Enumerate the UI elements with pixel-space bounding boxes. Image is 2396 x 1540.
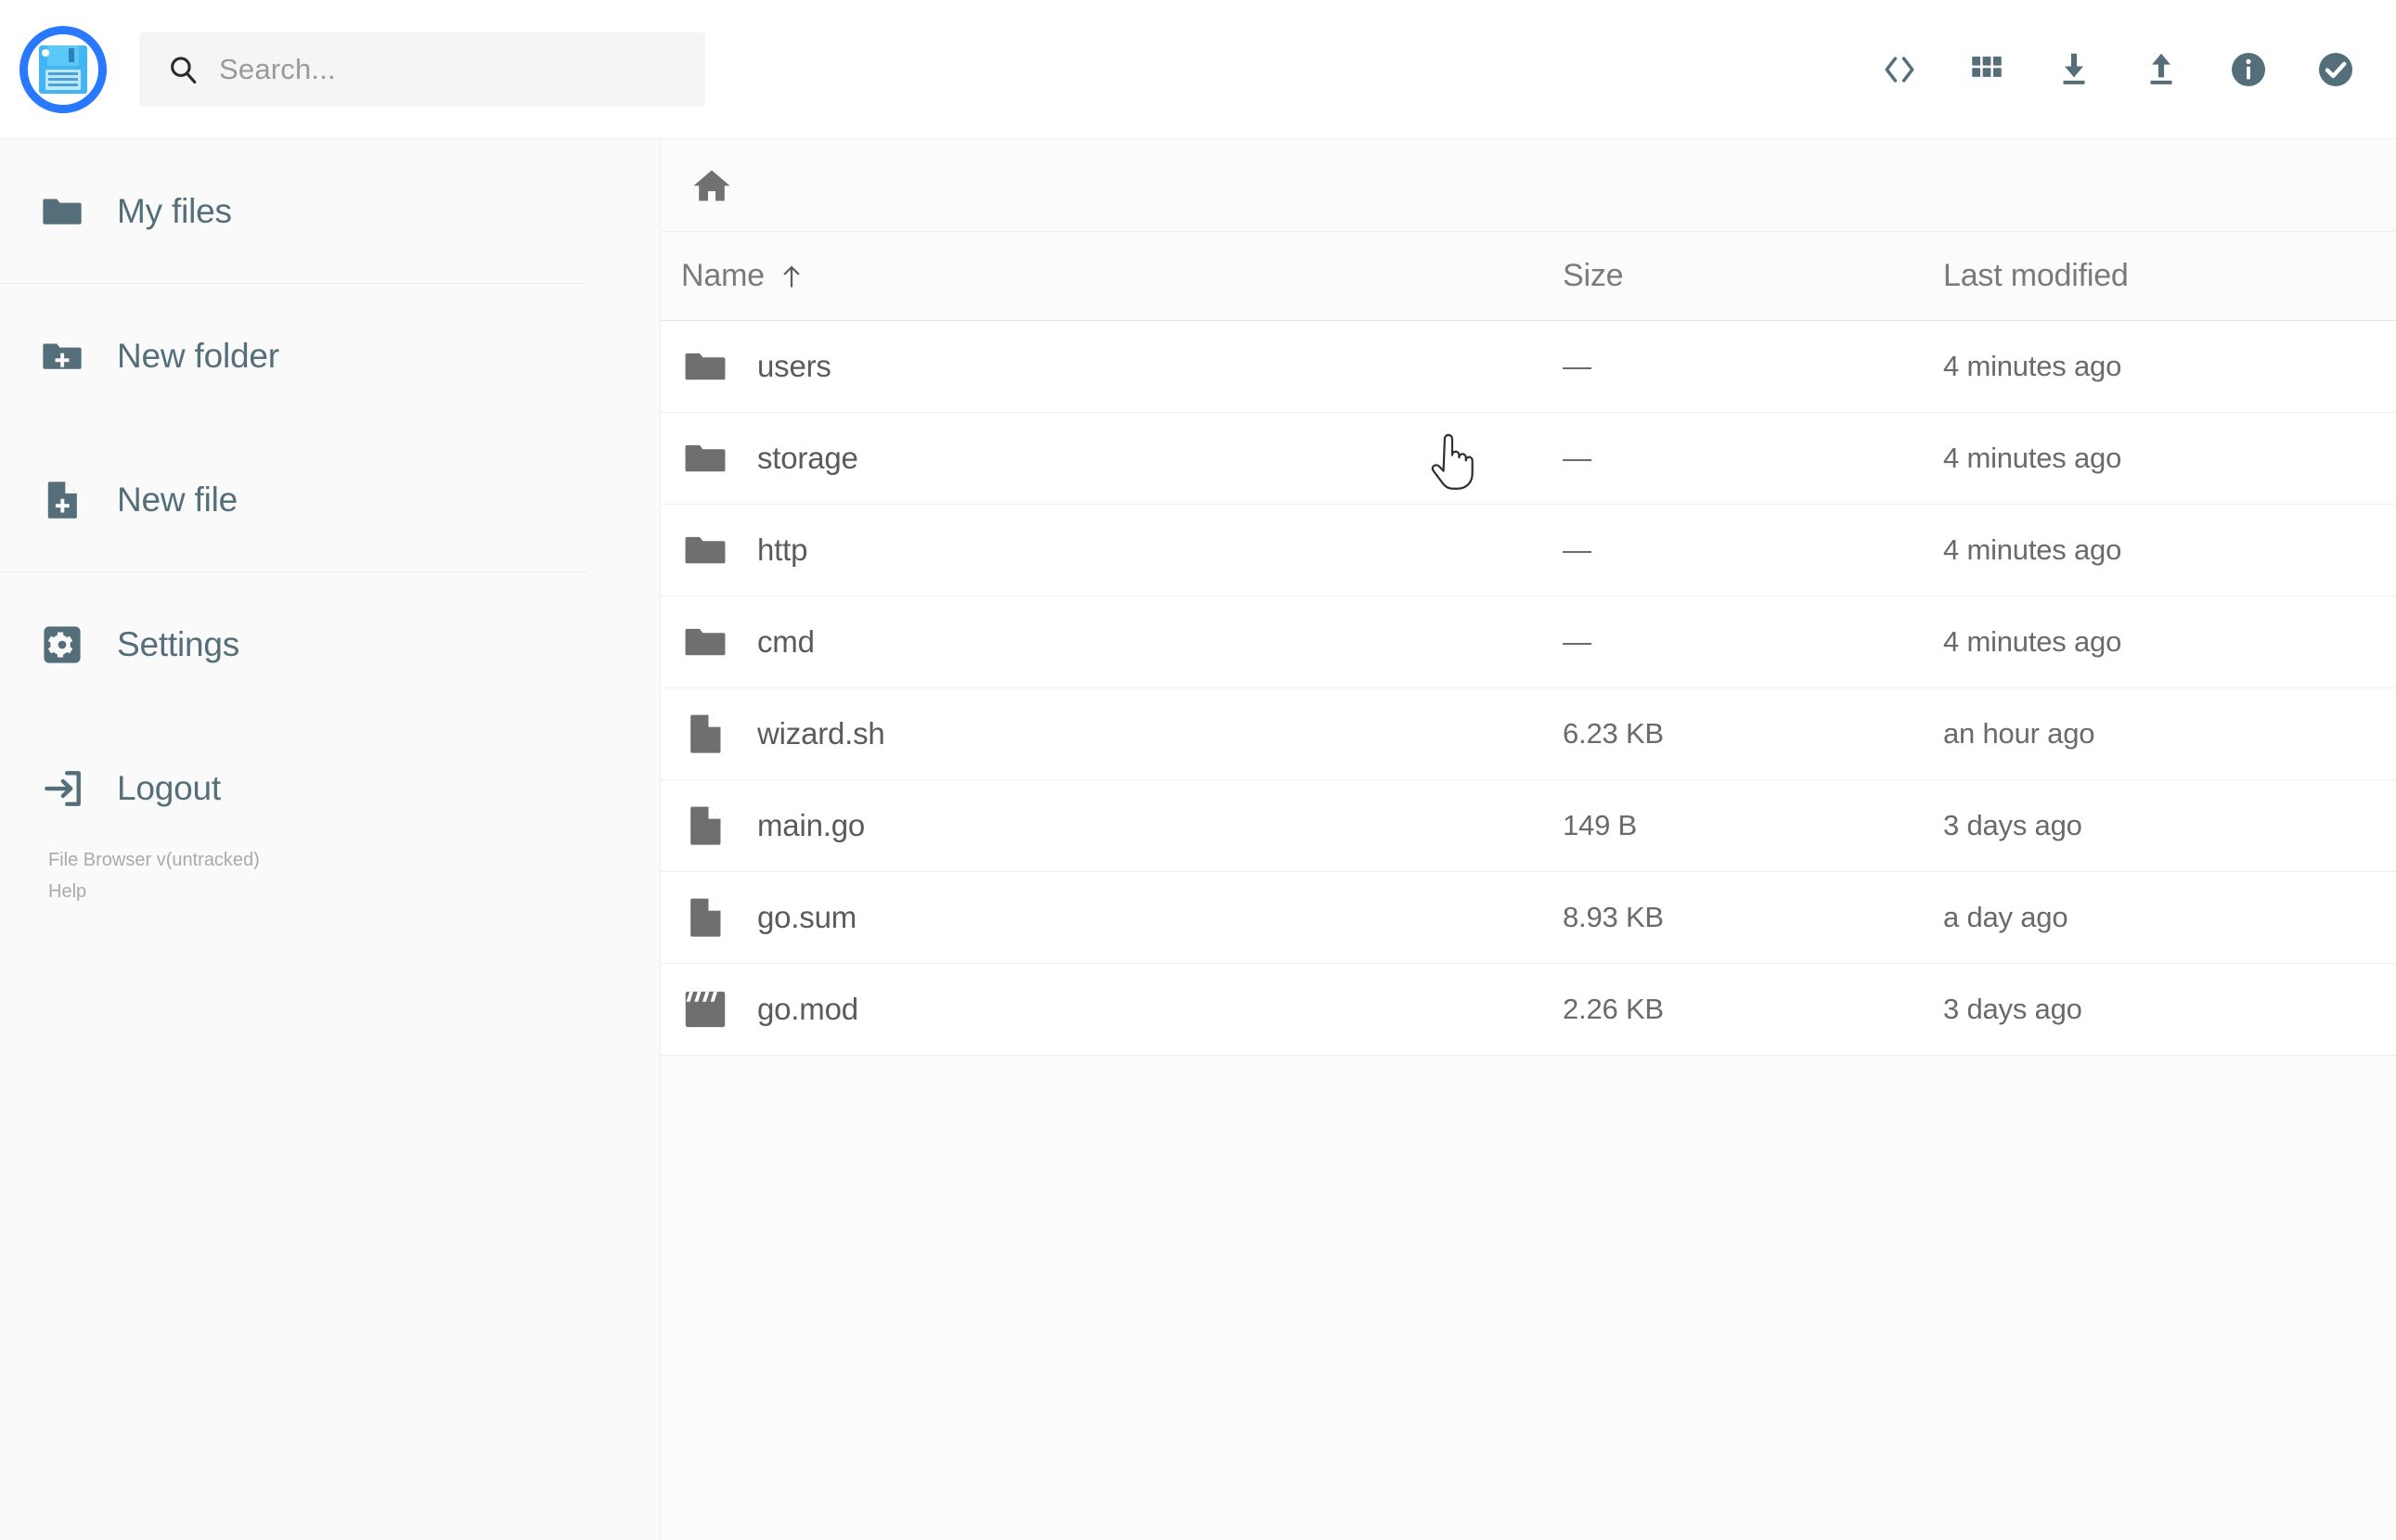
sidebar-item-label: New folder [117, 336, 279, 375]
sidebar-item-label: My files [117, 191, 232, 230]
file-name: wizard.sh [757, 716, 885, 751]
sidebar-group-account: Settings Logout [0, 572, 660, 860]
table-row[interactable]: http — 4 minutes ago [661, 505, 2396, 597]
file-icon [681, 710, 729, 758]
file-icon [681, 802, 729, 850]
header-actions [1878, 48, 2357, 91]
arrow-up-icon [778, 261, 805, 292]
table-row[interactable]: main.go 149 B 3 days ago [661, 780, 2396, 872]
file-modified: a day ago [1943, 901, 2068, 933]
app-logo[interactable] [17, 23, 109, 116]
folder-plus-icon [39, 333, 85, 379]
main-content: Name Size Last modified users — 4 minutes … [661, 139, 2396, 1540]
sidebar-group-files: My files [0, 139, 660, 283]
table-row[interactable]: cmd — 4 minutes ago [661, 597, 2396, 688]
code-brackets-icon[interactable] [1878, 48, 1921, 91]
download-icon[interactable] [2053, 48, 2095, 91]
sidebar-item-my-files[interactable]: My files [0, 139, 660, 283]
sidebar-item-label: Settings [117, 624, 240, 663]
file-list: users — 4 minutes ago storage — 4 minutes ago… [661, 321, 2396, 1056]
app-header: Search... [0, 0, 2396, 139]
file-size: 6.23 KB [1563, 717, 1664, 750]
breadcrumb [661, 139, 2396, 232]
folder-icon [681, 342, 729, 391]
info-icon[interactable] [2227, 48, 2270, 91]
column-header-last-modified-label: Last modified [1943, 258, 2129, 293]
sidebar-item-label: Logout [117, 768, 221, 807]
sidebar: My files New folder [0, 139, 661, 1540]
column-header-size-label: Size [1563, 258, 1624, 293]
help-link[interactable]: Help [48, 881, 87, 902]
column-header-name[interactable]: Name [681, 258, 805, 294]
table-row[interactable]: users — 4 minutes ago [661, 321, 2396, 413]
table-row[interactable]: go.mod 2.26 KB 3 days ago [661, 964, 2396, 1056]
file-icon [681, 893, 729, 942]
file-modified: 3 days ago [1943, 809, 2082, 841]
folder-icon [39, 188, 85, 235]
search-placeholder: Search... [219, 52, 336, 85]
file-size: — [1563, 350, 1591, 382]
file-name: go.mod [757, 992, 858, 1026]
file-name: http [757, 533, 808, 567]
table-row[interactable]: go.sum 8.93 KB a day ago [661, 872, 2396, 964]
file-size: — [1563, 533, 1591, 566]
sidebar-item-label: New file [117, 480, 238, 519]
table-row[interactable]: storage — 4 minutes ago [661, 413, 2396, 505]
check-circle-icon[interactable] [2314, 48, 2357, 91]
grid-view-icon[interactable] [1965, 48, 2008, 91]
upload-icon[interactable] [2140, 48, 2183, 91]
file-modified: 3 days ago [1943, 993, 2082, 1025]
file-modified: 4 minutes ago [1943, 350, 2122, 382]
sidebar-group-create: New folder New file [0, 284, 660, 571]
file-name: go.sum [757, 900, 857, 934]
column-header-name-label: Name [681, 258, 765, 293]
file-name: storage [757, 441, 858, 475]
folder-icon [681, 618, 729, 666]
search-icon [167, 54, 199, 85]
file-size: 2.26 KB [1563, 993, 1664, 1025]
floppy-disk-logo-icon [19, 25, 107, 113]
file-name: cmd [757, 624, 815, 659]
table-header-row: Name Size Last modified [661, 232, 2396, 321]
column-header-size[interactable]: Size [1563, 258, 1943, 294]
home-icon[interactable] [690, 164, 733, 207]
sidebar-divider [0, 283, 586, 284]
sidebar-item-new-folder[interactable]: New folder [0, 284, 660, 428]
file-modified: 4 minutes ago [1943, 442, 2122, 474]
file-modified: an hour ago [1943, 717, 2095, 750]
folder-icon [681, 434, 729, 482]
folder-icon [681, 526, 729, 574]
file-name: users [757, 349, 831, 383]
gear-icon [39, 622, 85, 668]
sidebar-item-settings[interactable]: Settings [0, 572, 660, 716]
file-plus-icon [39, 477, 85, 523]
file-modified: 4 minutes ago [1943, 533, 2122, 566]
app-version: File Browser v(untracked) [48, 850, 260, 870]
file-size: — [1563, 442, 1591, 474]
search-input[interactable]: Search... [139, 32, 705, 107]
sidebar-item-new-file[interactable]: New file [0, 428, 660, 571]
sidebar-divider [0, 571, 586, 572]
column-header-last-modified[interactable]: Last modified [1943, 258, 2396, 294]
logout-icon [39, 765, 85, 812]
table-row[interactable]: wizard.sh 6.23 KB an hour ago [661, 688, 2396, 780]
file-size: — [1563, 625, 1591, 658]
file-size: 149 B [1563, 809, 1638, 841]
file-size: 8.93 KB [1563, 901, 1664, 933]
movie-icon [681, 985, 729, 1033]
sidebar-footer: File Browser v(untracked) Help [48, 844, 260, 907]
sidebar-item-logout[interactable]: Logout [0, 716, 660, 860]
file-modified: 4 minutes ago [1943, 625, 2122, 658]
file-name: main.go [757, 808, 866, 842]
